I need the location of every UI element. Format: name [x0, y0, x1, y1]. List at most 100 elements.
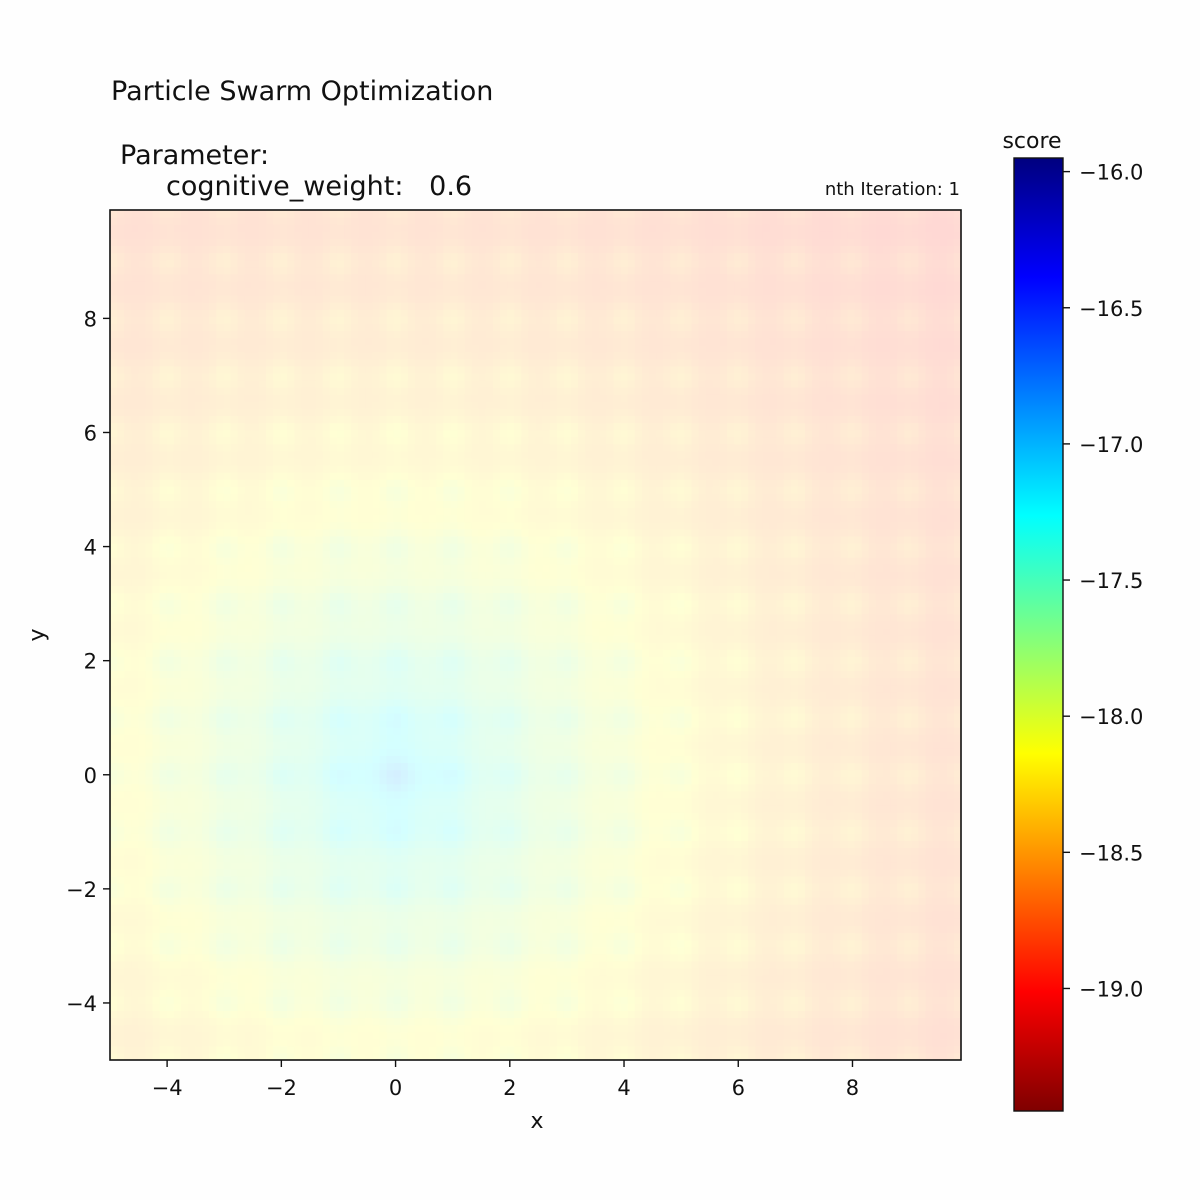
heatmap-cell: [230, 465, 239, 473]
heatmap-cell: [117, 953, 125, 962]
heatmap-cell: [287, 996, 295, 1004]
heatmap-cell: [315, 882, 324, 891]
heatmap-cell: [166, 720, 175, 728]
heatmap-cell: [301, 280, 310, 289]
heatmap-cell: [365, 528, 373, 537]
heatmap-cell: [386, 918, 395, 927]
heatmap-cell: [344, 748, 352, 757]
heatmap-cell: [159, 217, 168, 225]
heatmap-cell: [365, 323, 373, 332]
heatmap-cell: [124, 890, 132, 898]
heatmap-cell: [117, 259, 125, 268]
heatmap-cell: [230, 1010, 239, 1019]
heatmap-cell: [188, 287, 196, 296]
heatmap-cell: [188, 620, 196, 629]
heatmap-cell: [124, 882, 132, 891]
heatmap-cell: [216, 620, 225, 629]
heatmap-cell: [287, 918, 295, 927]
heatmap-cell: [393, 330, 402, 339]
heatmap-cell: [372, 946, 381, 955]
heatmap-cell: [386, 627, 395, 636]
heatmap-cell: [251, 443, 260, 452]
heatmap-cell: [159, 507, 168, 516]
heatmap-cell: [280, 1010, 288, 1019]
heatmap-cell: [336, 436, 345, 445]
heatmap-cell: [166, 486, 175, 494]
heatmap-cell: [209, 210, 217, 218]
heatmap-cell: [159, 720, 168, 728]
heatmap-cell: [159, 358, 168, 367]
heatmap-cell: [188, 542, 196, 551]
heatmap-cell: [152, 465, 161, 473]
heatmap-cell: [315, 280, 324, 289]
heatmap-cell: [258, 436, 267, 445]
heatmap-cell: [280, 557, 288, 565]
heatmap-cell: [173, 805, 182, 813]
heatmap-cell: [188, 351, 196, 360]
heatmap-cell: [386, 720, 395, 728]
heatmap-cell: [216, 465, 225, 473]
heatmap-cell: [195, 599, 203, 608]
heatmap-cell: [365, 1038, 373, 1047]
heatmap-cell: [180, 684, 189, 693]
heatmap-cell: [202, 429, 210, 438]
heatmap-cell: [344, 875, 352, 884]
heatmap-cell: [152, 316, 161, 324]
heatmap-cell: [258, 1052, 267, 1060]
heatmap-cell: [266, 472, 274, 480]
heatmap-cell: [117, 840, 125, 849]
heatmap-cell: [393, 982, 402, 990]
heatmap-cell: [251, 372, 260, 381]
heatmap-cell: [173, 996, 182, 1004]
heatmap-cell: [308, 1010, 317, 1019]
heatmap-cell: [173, 1017, 182, 1026]
heatmap-cell: [315, 514, 324, 523]
heatmap-cell: [237, 578, 246, 587]
heatmap-cell: [365, 613, 373, 622]
heatmap-cell: [315, 642, 324, 650]
heatmap-cell: [287, 840, 295, 849]
heatmap-cell: [110, 372, 118, 381]
heatmap-cell: [258, 960, 267, 969]
heatmap-cell: [336, 684, 345, 693]
heatmap-cell: [138, 741, 147, 749]
heatmap-cell: [365, 542, 373, 551]
heatmap-cell: [308, 847, 317, 856]
heatmap-cell: [152, 854, 161, 863]
heatmap-cell: [209, 783, 217, 792]
heatmap-cell: [351, 599, 359, 608]
heatmap-cell: [209, 606, 217, 615]
heatmap-cell: [322, 238, 331, 247]
heatmap-cell: [358, 309, 366, 317]
heatmap-cell: [188, 479, 196, 487]
heatmap-cell: [365, 337, 373, 346]
heatmap-cell: [117, 805, 125, 813]
heatmap-cell: [351, 932, 359, 941]
heatmap-cell: [173, 911, 182, 919]
heatmap-cell: [386, 741, 395, 749]
heatmap-cell: [124, 946, 132, 955]
heatmap-cell: [280, 295, 288, 303]
heatmap-cell: [244, 960, 253, 969]
heatmap-cell: [266, 1052, 274, 1060]
heatmap-cell: [258, 344, 267, 353]
heatmap-cell: [386, 996, 395, 1004]
heatmap-cell: [308, 557, 317, 565]
heatmap-cell: [244, 875, 253, 884]
heatmap-cell: [237, 507, 246, 516]
heatmap-cell: [322, 819, 331, 827]
heatmap-cell: [294, 309, 303, 317]
heatmap-cell: [351, 705, 359, 714]
heatmap-cell: [344, 557, 352, 565]
heatmap-cell: [351, 210, 359, 218]
heatmap-cell: [188, 210, 196, 218]
heatmap-cell: [301, 535, 310, 544]
heatmap-cell: [258, 273, 267, 282]
heatmap-cell: [209, 620, 217, 629]
heatmap-cell: [244, 564, 253, 572]
heatmap-cell: [117, 911, 125, 919]
heatmap-cell: [237, 500, 246, 509]
heatmap-cell: [344, 691, 352, 700]
heatmap-cell: [110, 797, 118, 806]
heatmap-cell: [287, 1052, 295, 1060]
